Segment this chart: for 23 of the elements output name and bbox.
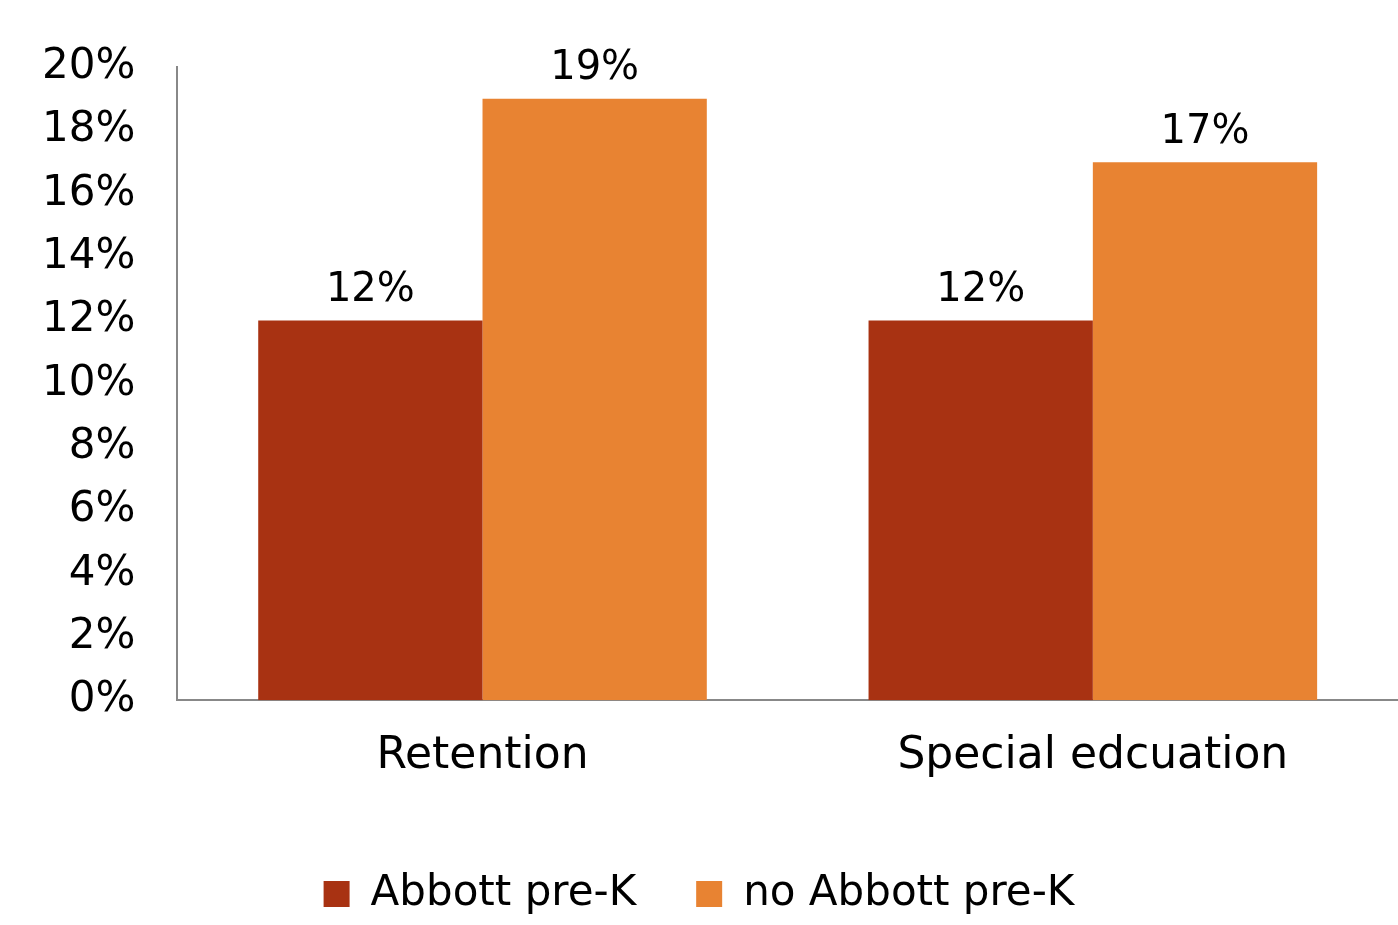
y-tick-label: 20% bbox=[41, 39, 136, 89]
data-label: 12% bbox=[936, 263, 1026, 310]
y-tick-label: 4% bbox=[68, 545, 136, 595]
data-label: 19% bbox=[550, 42, 640, 89]
y-tick-label: 14% bbox=[41, 229, 136, 279]
legend-label: Abbott pre-K bbox=[370, 865, 638, 915]
legend-label: no Abbott pre-K bbox=[743, 865, 1076, 915]
y-tick-label: 0% bbox=[68, 672, 136, 722]
data-label: 17% bbox=[1160, 105, 1250, 152]
y-tick-label: 12% bbox=[41, 292, 136, 342]
y-tick-label: 6% bbox=[68, 482, 136, 532]
bar bbox=[1092, 162, 1318, 701]
bar bbox=[258, 320, 483, 701]
bar bbox=[482, 98, 707, 701]
data-label: 12% bbox=[325, 263, 415, 310]
y-tick-label: 18% bbox=[41, 102, 136, 152]
y-tick-label: 8% bbox=[68, 418, 136, 468]
bar bbox=[868, 320, 1093, 701]
y-tick-label: 10% bbox=[41, 355, 136, 405]
x-tick-label: Retention bbox=[376, 727, 589, 779]
y-tick-label: 2% bbox=[68, 608, 136, 658]
x-tick-label: Special edcuation bbox=[897, 727, 1289, 779]
y-tick-label: 16% bbox=[41, 165, 136, 215]
